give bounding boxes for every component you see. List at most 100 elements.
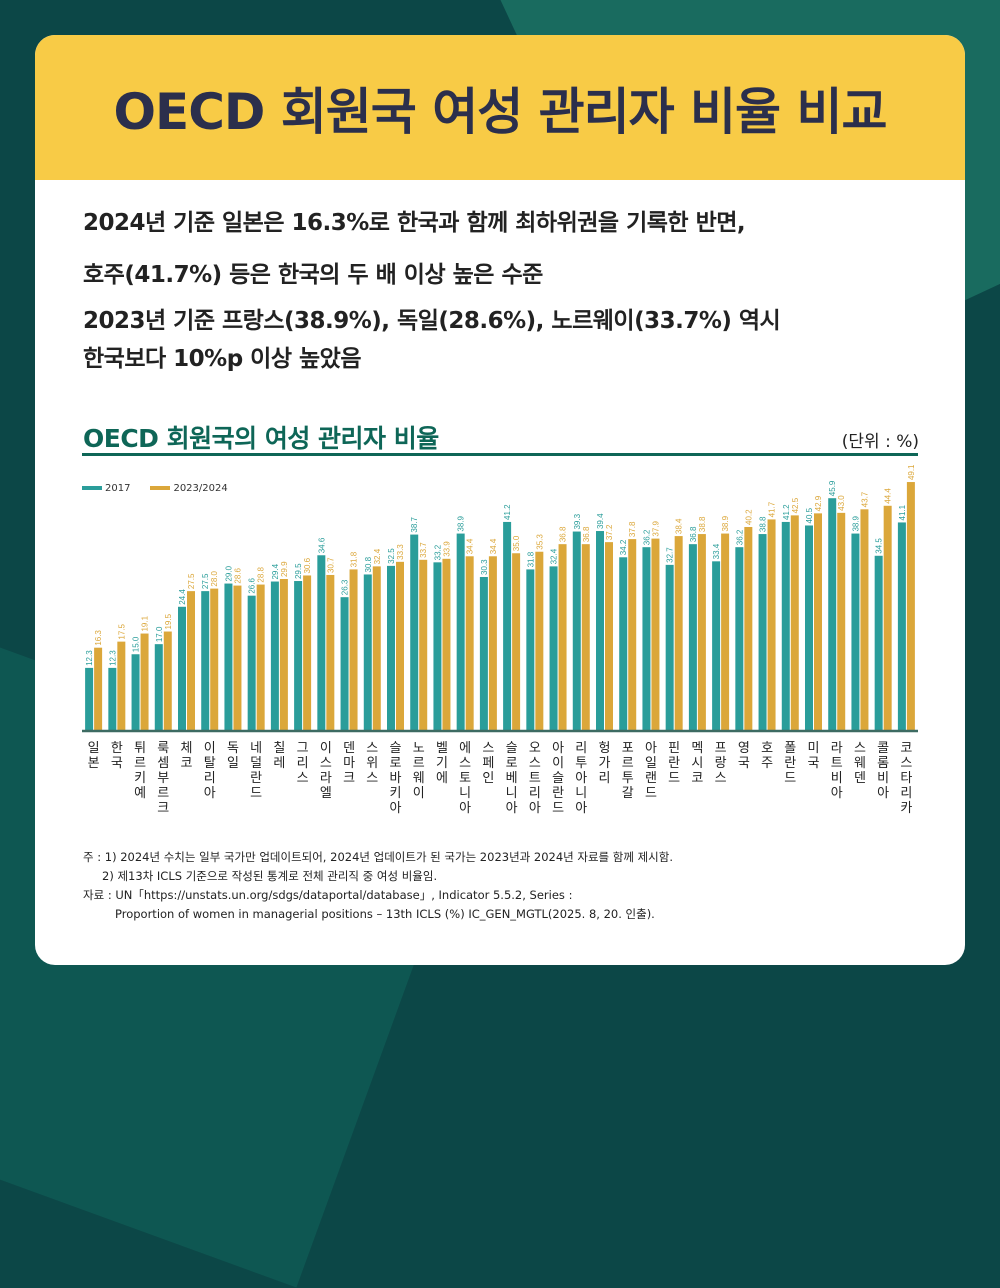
data-label: 41.7 [768, 501, 777, 517]
x-tick-label: 르 [157, 786, 169, 801]
x-tick-label: 부 [157, 771, 169, 786]
x-tick-label: 드 [250, 786, 262, 801]
data-label: 38.7 [410, 516, 419, 532]
data-label: 31.8 [526, 551, 535, 567]
x-tick-label: 트 [529, 771, 541, 786]
data-label: 17.5 [117, 624, 126, 640]
data-label: 36.8 [582, 526, 591, 542]
data-label: 15.0 [132, 636, 141, 652]
x-tick-label: 스 [459, 756, 471, 771]
x-tick-label: 예 [134, 786, 146, 801]
x-tick-label: 네 [250, 741, 262, 756]
bar-2023/2024 [628, 539, 637, 730]
x-tick-label: 이 [320, 741, 332, 756]
legend-label: 2017 [105, 483, 131, 494]
data-label: 35.0 [512, 535, 521, 551]
x-tick-label: 드 [784, 771, 796, 786]
data-label: 29.9 [280, 561, 289, 577]
x-tick-label: 덴 [343, 741, 355, 756]
x-tick-label: 인 [482, 771, 494, 786]
data-label: 38.9 [457, 515, 466, 531]
data-label: 45.9 [828, 480, 837, 496]
x-tick-label: 투 [575, 756, 587, 771]
legend-item-2017: 2017 [82, 483, 130, 494]
bar-2023/2024 [349, 569, 358, 730]
x-tick-label: 로 [390, 756, 402, 771]
legend-label: 2023/2024 [173, 483, 228, 494]
x-tick-label: 스 [900, 756, 912, 771]
summary-line: 호주(41.7%) 등은 한국의 두 배 이상 높은 수준 [83, 262, 543, 288]
data-label: 30.6 [303, 557, 312, 573]
x-tick-label: 아 [529, 801, 541, 816]
data-label: 30.7 [326, 557, 335, 573]
data-label: 19.1 [141, 615, 150, 631]
data-label: 42.5 [791, 497, 800, 513]
x-tick-label: 아 [552, 741, 564, 756]
x-tick-label: 르 [413, 756, 425, 771]
data-label: 26.6 [248, 578, 257, 594]
x-tick-label: 드 [645, 786, 657, 801]
bar-2023/2024 [790, 515, 799, 730]
data-label: 33.4 [712, 543, 721, 559]
x-tick-label: 라 [320, 771, 332, 786]
data-label: 42.9 [814, 495, 823, 511]
x-tick-label: 이 [552, 756, 564, 771]
data-label: 33.3 [396, 544, 405, 560]
x-tick-label: 니 [506, 786, 518, 801]
legend-item-2023-2024: 2023/2024 [150, 483, 228, 494]
x-tick-label: 크 [157, 801, 169, 816]
x-tick-label: 아 [645, 741, 657, 756]
x-tick-label: 레 [273, 756, 285, 771]
x-tick-label: 에 [459, 741, 471, 756]
bar-2023/2024 [442, 558, 451, 730]
bar-2023/2024 [326, 574, 335, 730]
bar-2023/2024 [117, 641, 126, 730]
data-label: 41.2 [503, 504, 512, 520]
x-tick-label: 국 [111, 756, 123, 771]
x-tick-label: 아 [506, 801, 518, 816]
bar-2017 [665, 564, 674, 730]
x-tick-label: 핀 [668, 741, 680, 756]
bar-2017 [247, 595, 256, 730]
header-banner: OECD 회원국 여성 관리자 비율 비교 [35, 35, 965, 180]
chart-title: OECD 회원국의 여성 관리자 비율 [83, 424, 439, 453]
x-tick-label: 호 [761, 741, 773, 756]
bar-2023/2024 [697, 534, 706, 730]
x-tick-label: 드 [552, 801, 564, 816]
x-tick-label: 크 [343, 771, 355, 786]
data-label: 39.3 [573, 513, 582, 529]
data-label: 33.7 [419, 542, 428, 558]
data-label: 12.3 [85, 650, 94, 666]
data-label: 38.8 [698, 516, 707, 532]
bar-2017 [642, 547, 651, 730]
bar-2017 [735, 547, 744, 730]
data-label: 38.9 [721, 515, 730, 531]
x-tick-label: 웨 [854, 756, 866, 771]
data-label: 40.5 [805, 507, 814, 523]
x-tick-label: 독 [227, 741, 239, 756]
data-label: 27.5 [187, 573, 196, 589]
bar-2017 [294, 581, 303, 730]
data-label: 38.9 [851, 515, 860, 531]
x-tick-label: 스 [529, 756, 541, 771]
data-label: 41.1 [898, 504, 907, 520]
x-tick-label: 리 [204, 771, 216, 786]
data-label: 28.0 [210, 570, 219, 586]
bar-2023/2024 [814, 513, 822, 730]
bar-2023/2024 [256, 584, 265, 730]
x-tick-label: 바 [390, 771, 402, 786]
x-tick-label: 투 [622, 771, 634, 786]
data-label: 17.0 [155, 626, 164, 642]
x-tick-label: 셈 [157, 756, 169, 771]
bar-2017 [596, 531, 604, 730]
x-tick-label: 아 [575, 771, 587, 786]
data-label: 12.3 [108, 650, 117, 666]
x-tick-label: 벨 [436, 741, 448, 756]
x-tick-label: 스 [320, 756, 332, 771]
data-label: 34.6 [317, 537, 326, 553]
x-tick-label: 룩 [157, 741, 169, 756]
x-tick-label: 체 [181, 741, 193, 756]
x-tick-label: 슬 [552, 771, 564, 786]
x-tick-label: 폴 [784, 741, 796, 756]
x-tick-label: 포 [622, 741, 634, 756]
